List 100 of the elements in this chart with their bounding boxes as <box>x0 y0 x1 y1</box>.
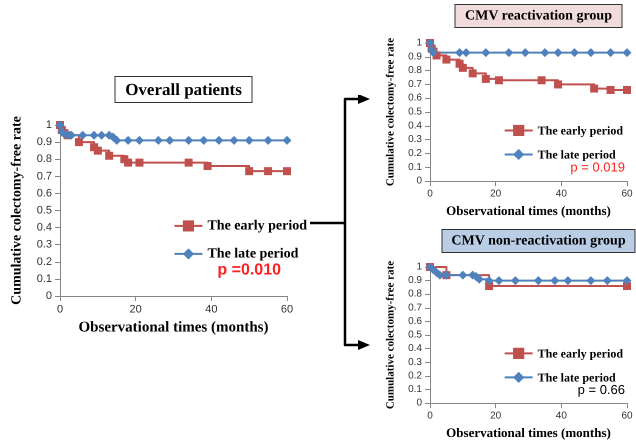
x-tick-label: 0 <box>427 410 434 422</box>
y-tick-label: 0.3 <box>408 134 422 146</box>
point <box>204 162 212 170</box>
chart-title: CMV non-reactivation group <box>451 234 626 248</box>
point <box>494 276 504 286</box>
y-tick-label: 0 <box>416 176 422 187</box>
y-tick-label: 0 <box>416 398 422 409</box>
x-tick-label: 20 <box>490 410 502 422</box>
x-tick-label: 60 <box>621 410 633 422</box>
point <box>154 136 163 145</box>
point <box>112 136 122 145</box>
point <box>214 136 224 145</box>
point <box>78 130 88 140</box>
point <box>534 276 543 286</box>
y-tick-label: 0.3 <box>408 356 422 368</box>
x-tick-label: 60 <box>280 304 294 316</box>
point <box>590 84 598 93</box>
x-axis-title: Observational times (months) <box>446 203 611 218</box>
point <box>264 167 272 176</box>
x-axis-title: Observational times (months) <box>78 320 268 336</box>
point <box>481 48 490 58</box>
y-tick-label: 0.7 <box>408 302 422 314</box>
point <box>283 167 291 176</box>
y-tick-label: 0.3 <box>36 238 52 251</box>
point <box>245 167 254 176</box>
point <box>554 80 562 88</box>
y-tick-label: 0.6 <box>36 187 52 200</box>
point <box>554 48 563 58</box>
chart-title: CMV reactivation group <box>465 8 612 24</box>
point <box>184 158 193 167</box>
y-tick-label: 0.6 <box>408 316 422 327</box>
point <box>540 48 550 58</box>
y-axis-title: Cumulative colectomy-free rate <box>10 116 24 305</box>
point <box>94 146 102 155</box>
legend-label: The late period <box>538 147 616 162</box>
point <box>494 76 503 84</box>
point <box>282 136 292 145</box>
x-tick-label: 20 <box>130 304 142 316</box>
x-tick-label: 40 <box>556 188 568 200</box>
y-tick-label: 0.1 <box>408 384 422 395</box>
point <box>482 74 490 83</box>
point <box>458 270 468 280</box>
point <box>165 136 174 145</box>
x-tick-label: 60 <box>621 188 633 200</box>
y-tick-label: 0.4 <box>36 222 52 234</box>
point <box>264 136 273 145</box>
point <box>563 276 572 286</box>
y-tick-label: 0.5 <box>36 204 52 216</box>
y-tick-label: 0.6 <box>408 92 422 104</box>
annotation: p =0.010 <box>217 261 282 278</box>
y-tick-label: 0.9 <box>36 136 52 148</box>
y-tick-label: 0.7 <box>36 170 52 182</box>
x-tick-label: 20 <box>490 188 502 200</box>
legend-label: The late period <box>538 370 616 384</box>
point <box>442 56 450 64</box>
y-tick-label: 0.8 <box>408 65 422 76</box>
point <box>74 138 83 146</box>
point <box>484 276 494 286</box>
y-tick-label: 1 <box>416 38 422 48</box>
y-tick-label: 0.1 <box>408 162 422 173</box>
point <box>520 48 530 58</box>
y-tick-label: 0.8 <box>36 153 52 166</box>
y-tick-label: 0.5 <box>408 330 422 341</box>
point <box>586 48 596 58</box>
point <box>135 158 144 167</box>
y-tick-label: 0.2 <box>36 256 52 268</box>
y-tick-label: 0.4 <box>408 120 422 132</box>
y-axis-title: Cumulative colectomy-free rate <box>384 38 396 186</box>
y-tick-label: 0.2 <box>408 148 422 159</box>
y-tick-label: 1 <box>46 119 52 131</box>
y-tick-label: 0.4 <box>408 343 422 354</box>
x-axis-title: Observational times (months) <box>446 425 611 440</box>
point <box>602 276 612 286</box>
point <box>622 276 632 286</box>
point <box>105 152 114 160</box>
y-tick-label: 0.8 <box>408 288 422 300</box>
point <box>570 48 579 58</box>
y-tick-label: 0.7 <box>408 78 422 90</box>
x-tick-label: 40 <box>556 410 568 422</box>
point <box>90 130 99 140</box>
y-tick-label: 0 <box>46 290 52 302</box>
point <box>244 136 254 145</box>
point <box>606 48 616 58</box>
point <box>510 276 520 286</box>
point <box>458 64 467 72</box>
legend-label: The late period <box>207 246 299 262</box>
point <box>134 136 144 145</box>
chart-title: Overall patients <box>125 80 242 99</box>
y-tick-label: 0.2 <box>408 370 422 382</box>
point <box>97 130 106 140</box>
point <box>504 48 514 58</box>
x-tick-label: 0 <box>427 188 434 200</box>
y-tick-label: 0.5 <box>408 106 422 118</box>
point <box>586 276 596 286</box>
annotation: p = 0.019 <box>570 160 625 175</box>
legend-label: The early period <box>538 346 624 360</box>
x-tick-label: 40 <box>205 304 218 316</box>
y-tick-label: 0.9 <box>408 51 422 62</box>
legend-label: The early period <box>538 123 624 138</box>
point <box>550 276 560 286</box>
